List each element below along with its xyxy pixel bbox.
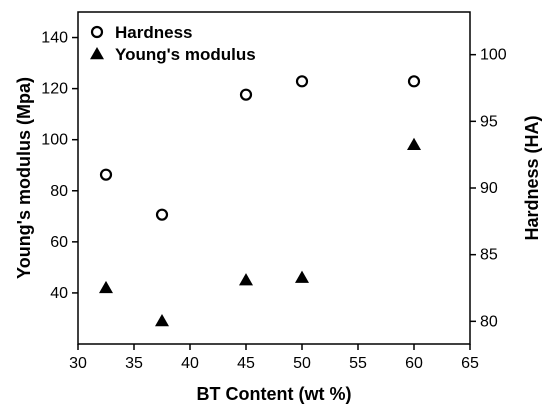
right-y-tick-label: 85 — [480, 247, 498, 264]
left-y-axis-title: Young's modulus (Mpa) — [14, 77, 34, 279]
x-tick-label: 45 — [237, 355, 255, 372]
data-marks — [99, 75, 421, 327]
x-tick-label: 40 — [181, 355, 199, 372]
left-y-tick-label: 40 — [50, 285, 68, 302]
youngs-modulus-point — [407, 137, 421, 151]
x-tick-label: 65 — [461, 355, 479, 372]
legend-label: Young's modulus — [115, 45, 256, 64]
hardness-point — [407, 75, 421, 88]
legend-circle-icon — [90, 25, 104, 39]
youngs-modulus-point — [239, 273, 253, 286]
left-y-tick-label: 60 — [50, 234, 68, 251]
left-y-tick-label: 100 — [41, 132, 68, 149]
x-axis-title: BT Content (wt %) — [197, 384, 352, 404]
hardness-point — [295, 75, 309, 88]
x-tick-label: 50 — [293, 355, 311, 372]
x-tick-label: 30 — [69, 355, 87, 372]
youngs-modulus-point — [295, 270, 309, 283]
legend-triangle-icon — [90, 47, 104, 60]
plot-frame — [77, 11, 471, 345]
right-y-tick-label: 95 — [480, 113, 498, 130]
legend: Hardness Young's modulus — [90, 23, 256, 64]
right-y-axis-title: Hardness (HA) — [522, 115, 542, 240]
x-tick-label: 55 — [349, 355, 367, 372]
left-y-tick-label: 80 — [50, 183, 68, 200]
youngs-modulus-point — [99, 280, 113, 294]
legend-label: Hardness — [115, 23, 192, 42]
x-tick-label: 35 — [125, 355, 143, 372]
youngs-modulus-point — [155, 314, 169, 327]
hardness-point — [239, 88, 253, 101]
x-tick-label: 60 — [405, 355, 423, 372]
left-y-tick-label: 120 — [41, 81, 68, 98]
right-y-tick-label: 100 — [480, 47, 507, 64]
left-y-tick-label: 140 — [41, 30, 68, 47]
hardness-point — [155, 208, 169, 221]
hardness-point — [99, 168, 113, 181]
right-y-tick-label: 90 — [480, 180, 498, 197]
right-y-tick-label: 80 — [480, 313, 498, 330]
axis-ticks: 30 35 40 45 50 55 60 65 40 60 80 100 120 140 80 85 90 95 1… — [41, 30, 507, 372]
